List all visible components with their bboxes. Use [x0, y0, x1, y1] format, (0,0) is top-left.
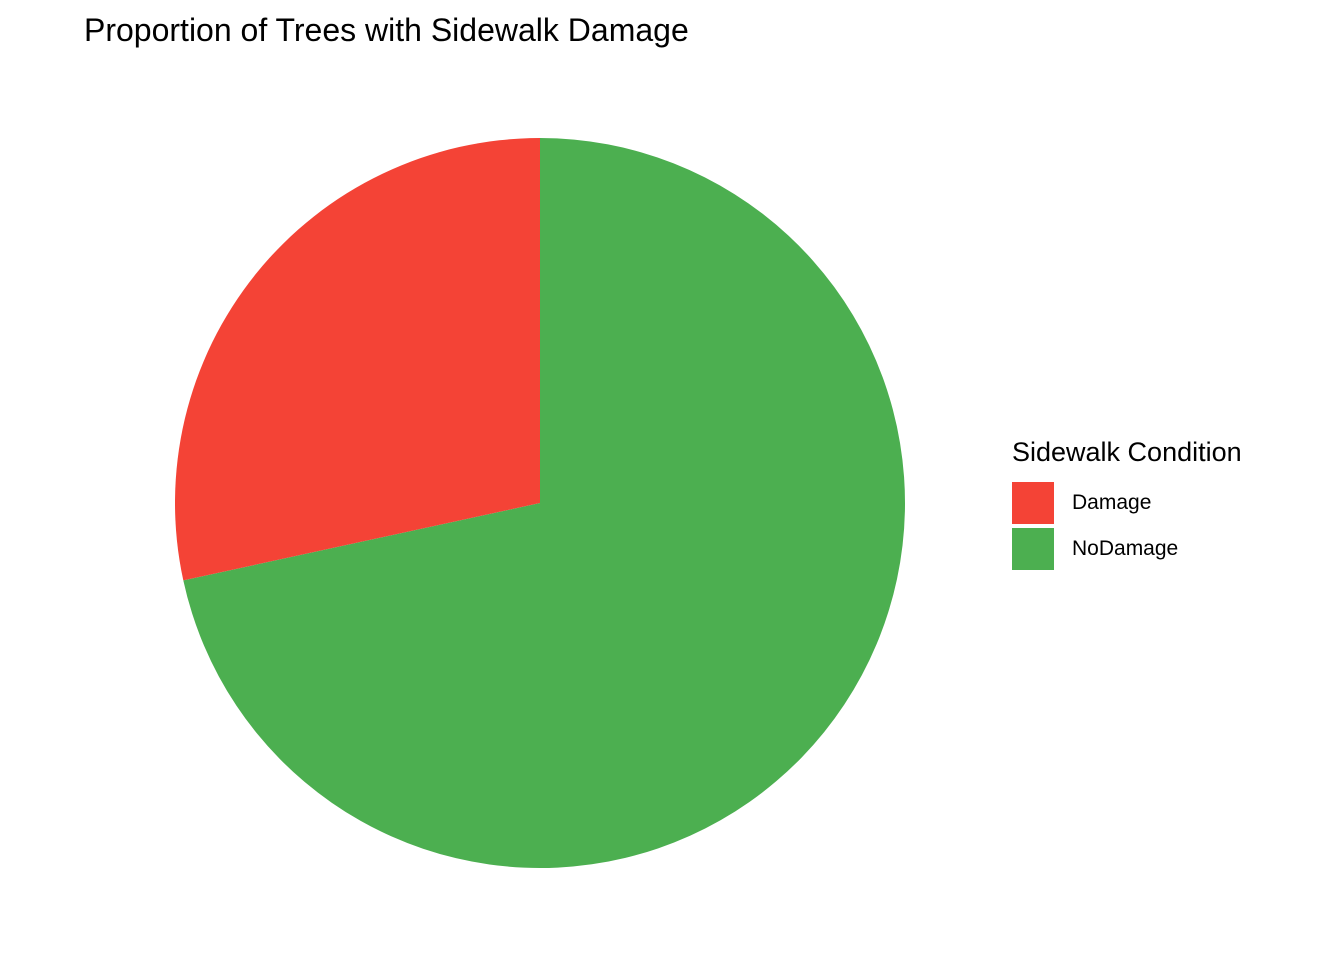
legend-title: Sidewalk Condition [1012, 437, 1242, 467]
legend-label-nodamage: NoDamage [1072, 537, 1179, 560]
legend-item-damage: Damage [1012, 480, 1242, 526]
pie-slice-nodamage [183, 138, 906, 868]
legend-key-damage [1012, 482, 1054, 524]
pie-slice-damage [174, 138, 540, 581]
legend-item-nodamage: NoDamage [1012, 526, 1242, 572]
legend: Sidewalk Condition Damage NoDamage [1012, 434, 1242, 572]
chart-title: Proportion of Trees with Sidewalk Damage [84, 12, 689, 48]
legend-label-damage: Damage [1072, 491, 1152, 514]
legend-key-nodamage [1012, 528, 1054, 570]
